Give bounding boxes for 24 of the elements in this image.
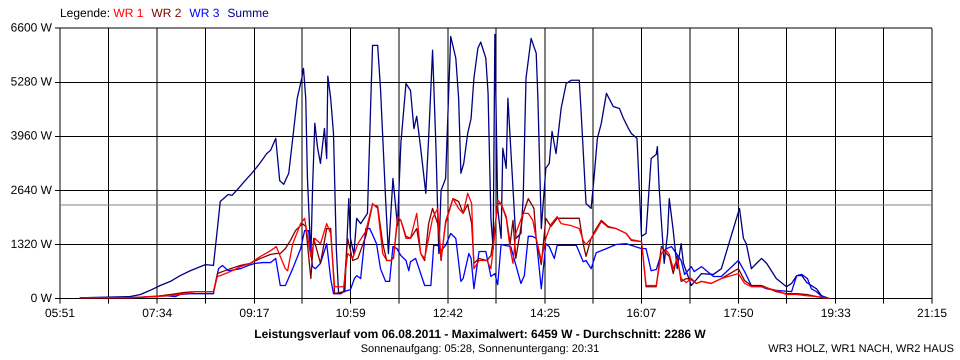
text: Summe xyxy=(227,6,269,20)
x-tick-label: 12:42 xyxy=(432,306,464,320)
text: WR 3 xyxy=(189,6,220,20)
text: WR3 HOLZ, WR1 NACH, WR2 HAUS xyxy=(768,343,954,355)
y-tick-label: 0 W xyxy=(30,290,53,305)
y-tick-label: 2640 W xyxy=(10,182,53,197)
x-tick-label: 16:07 xyxy=(626,306,657,320)
y-tick-label: 5280 W xyxy=(10,74,53,89)
x-tick-label: 07:34 xyxy=(142,306,173,320)
text: WR 2 xyxy=(151,6,182,20)
x-tick-label: 05:51 xyxy=(44,306,76,320)
x-tick-label: 21:15 xyxy=(916,306,948,320)
legend-title: Legende: xyxy=(60,6,112,20)
x-tick-label: 09:17 xyxy=(239,306,270,320)
x-tick-label: 10:59 xyxy=(336,306,366,320)
y-tick-label: 6600 W xyxy=(10,20,53,35)
x-tick-label: 17:50 xyxy=(724,306,754,320)
text: WR 1 xyxy=(113,6,144,20)
text: Sonnenaufgang: 05:28, Sonnenuntergang: 20:31 xyxy=(360,343,600,355)
y-tick-label: 3960 W xyxy=(10,128,53,143)
y-tick-label: 1320 W xyxy=(10,236,53,251)
x-tick-label: 19:33 xyxy=(820,306,852,320)
text: Leistungsverlauf vom 06.08.2011 - Maximalwert: 6459 W - Durchschnitt: 2286 W xyxy=(253,327,707,341)
x-tick-label: 14:25 xyxy=(530,306,560,320)
